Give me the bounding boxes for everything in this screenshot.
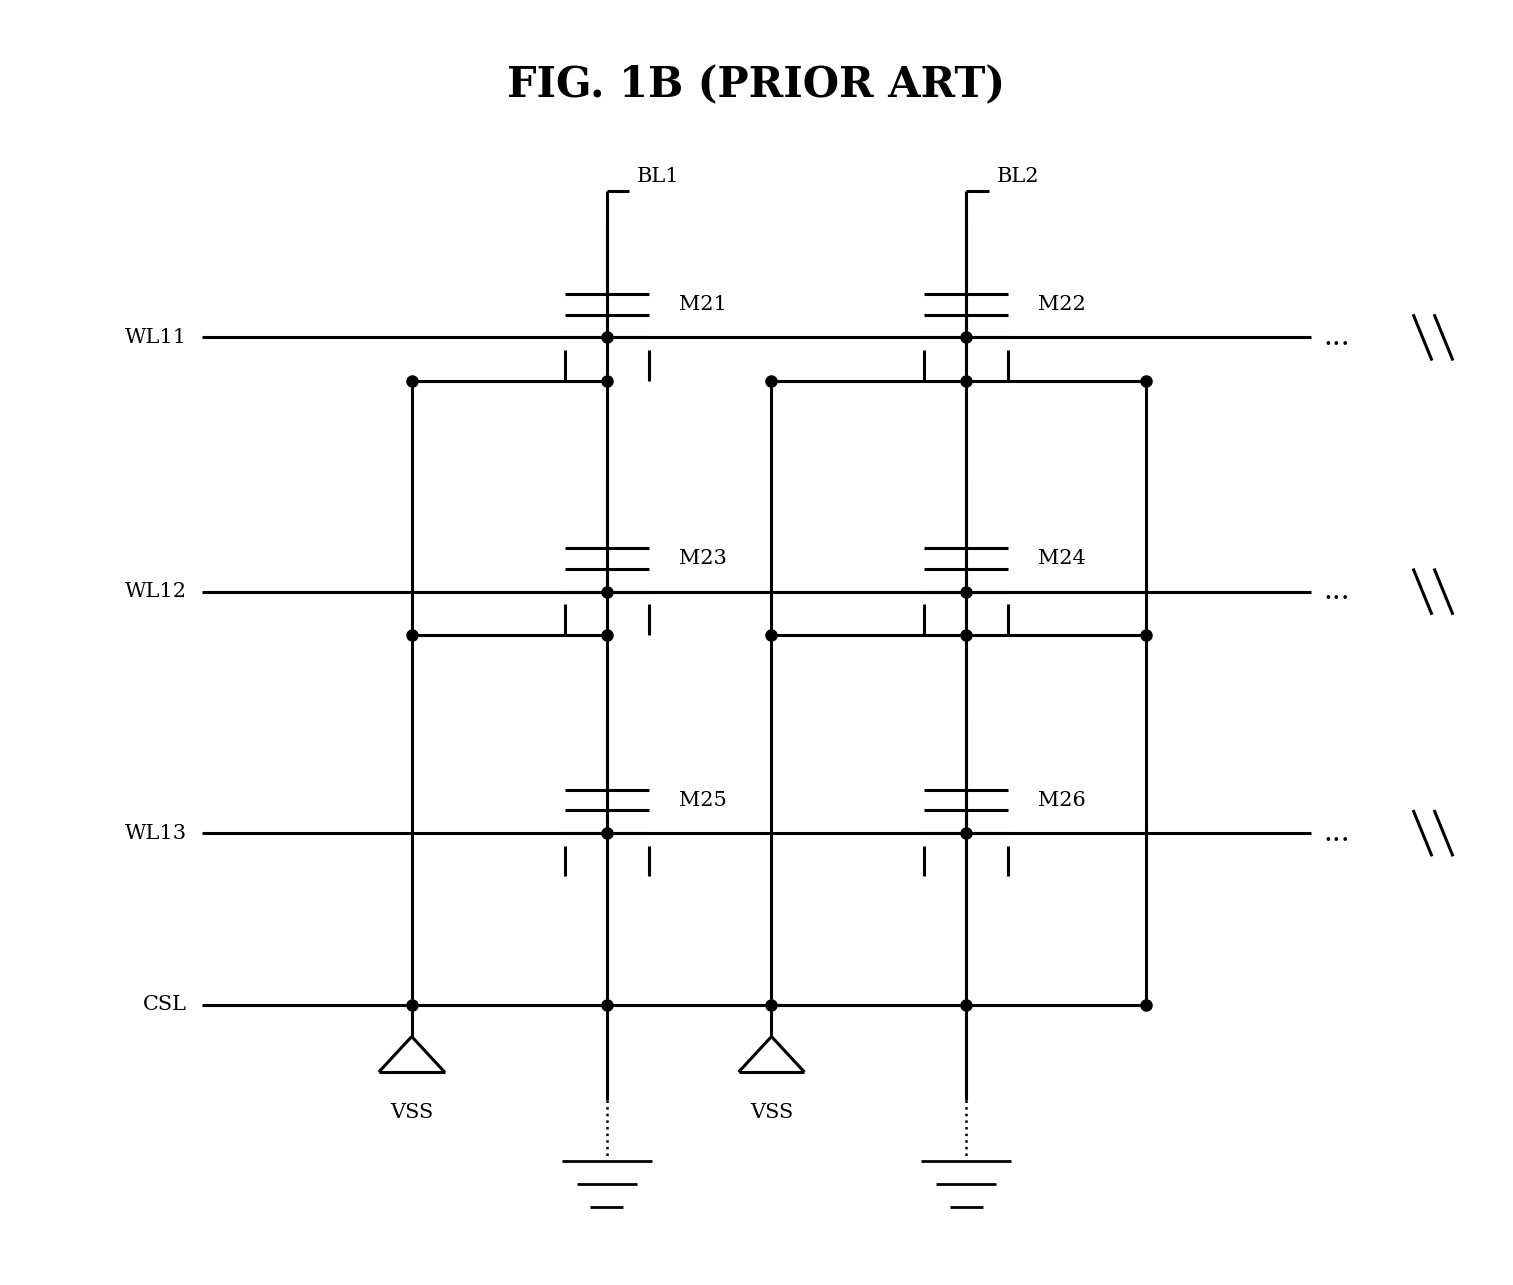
Text: ...: ... [1324, 578, 1350, 605]
Text: VSS: VSS [390, 1104, 433, 1122]
Text: ...: ... [1324, 820, 1350, 847]
Text: CSL: CSL [142, 996, 186, 1014]
Text: M25: M25 [678, 790, 726, 810]
Text: M23: M23 [678, 549, 726, 568]
Text: M24: M24 [1038, 549, 1086, 568]
Text: WL12: WL12 [126, 582, 186, 601]
Text: VSS: VSS [750, 1104, 793, 1122]
Text: ...: ... [1324, 324, 1350, 351]
Text: BL1: BL1 [637, 167, 679, 185]
Text: M26: M26 [1038, 790, 1086, 810]
Text: WL11: WL11 [124, 328, 186, 347]
Text: BL2: BL2 [997, 167, 1039, 185]
Text: FIG. 1B (PRIOR ART): FIG. 1B (PRIOR ART) [507, 64, 1006, 107]
Text: M21: M21 [678, 294, 726, 314]
Text: M22: M22 [1038, 294, 1086, 314]
Text: WL13: WL13 [124, 824, 186, 843]
